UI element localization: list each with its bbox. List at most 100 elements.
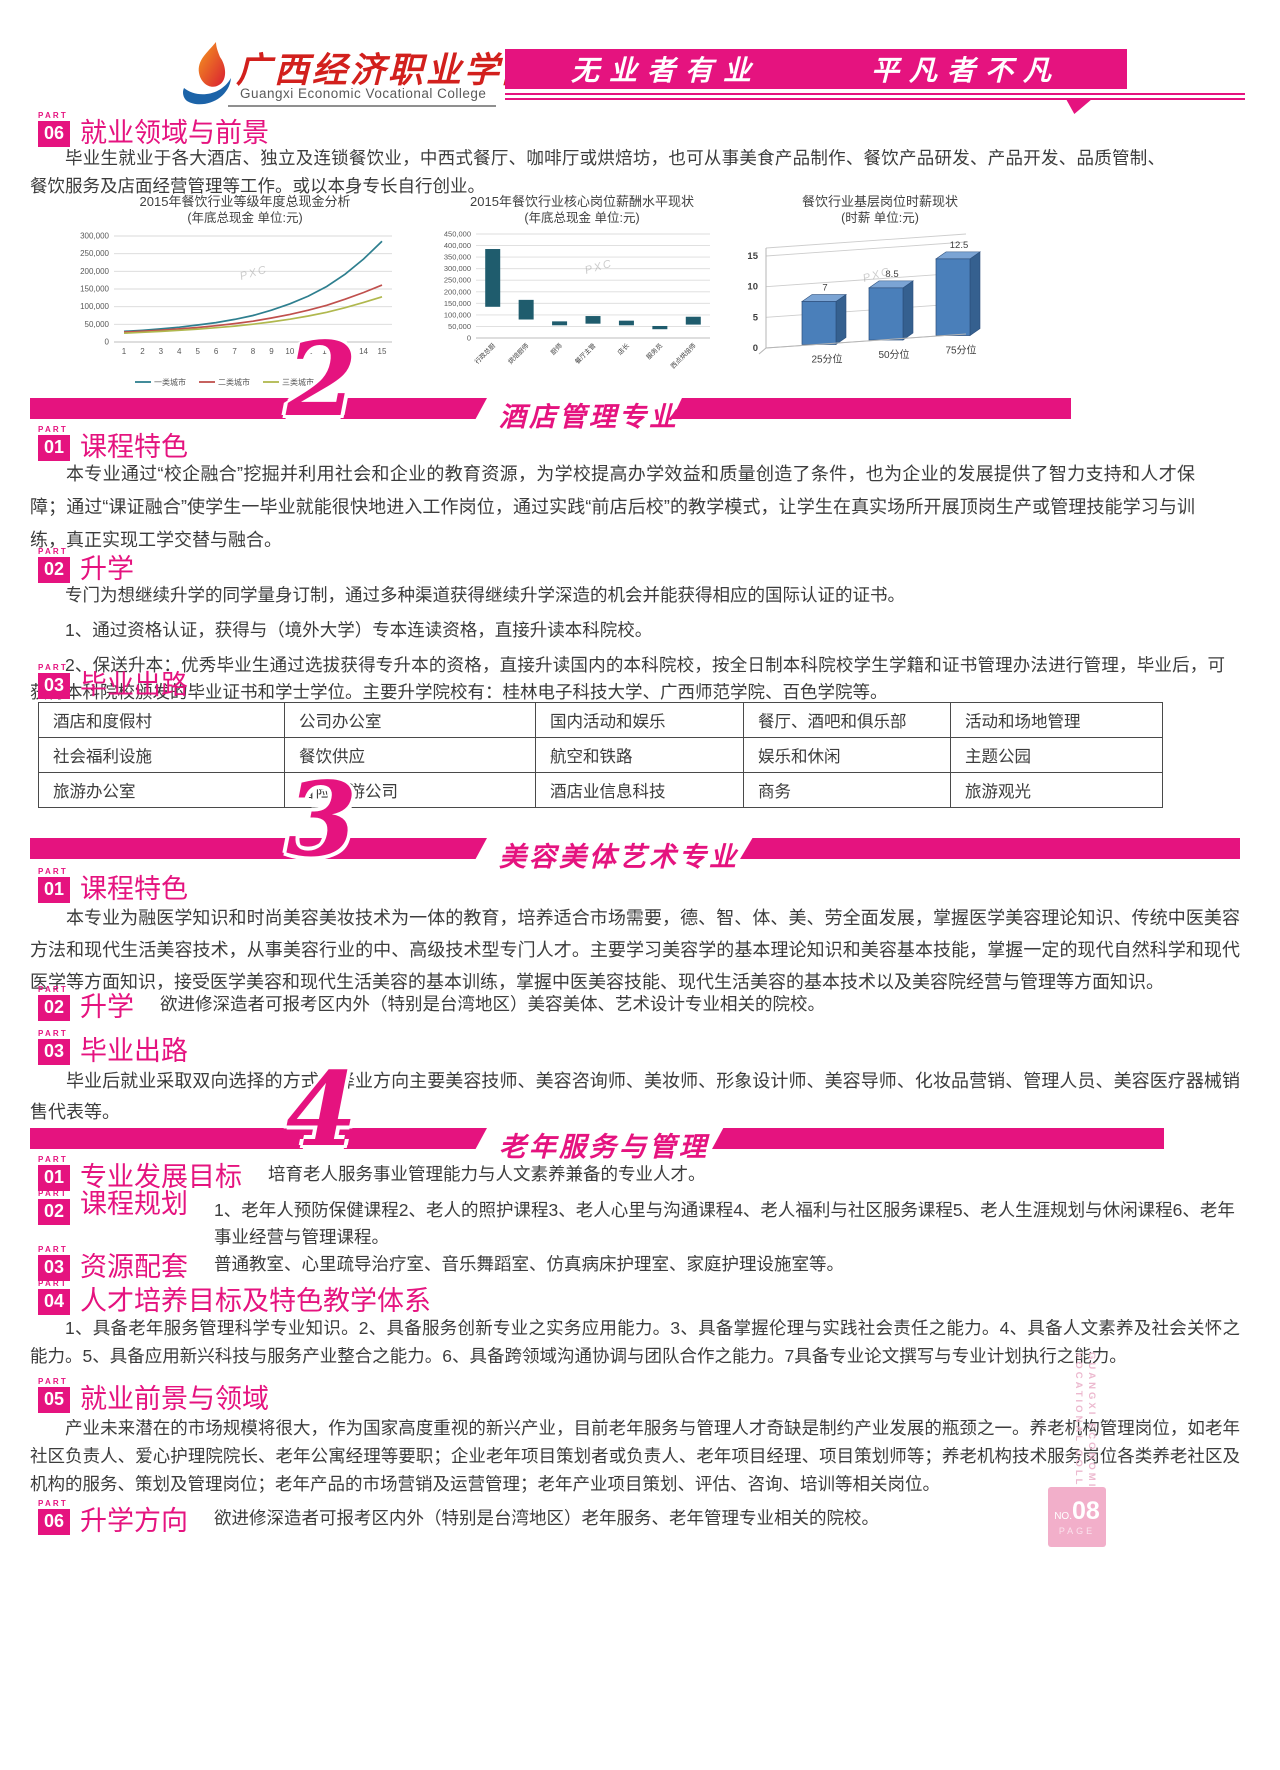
part-number: 02 bbox=[38, 557, 70, 583]
elder-s4-body: 1、具备老年服务管理科学专业知识。2、具备服务创新专业之实务应用能力。3、具备掌… bbox=[30, 1318, 1240, 1366]
table-cell: 主题公园 bbox=[950, 737, 1163, 773]
svg-text:服务员: 服务员 bbox=[644, 341, 665, 362]
college-logo-icon bbox=[183, 42, 231, 105]
table-cell: 酒店和度假村 bbox=[38, 702, 285, 738]
svg-text:0: 0 bbox=[467, 334, 471, 343]
table-cell: 国内活动和娱乐 bbox=[535, 702, 744, 738]
svg-text:50,000: 50,000 bbox=[85, 320, 110, 329]
elder-s5-header: PART 05 就业前景与领域 bbox=[38, 1378, 269, 1413]
elder-s3-inline: 普通教室、心里疏导治疗室、音乐舞蹈室、仿真病床护理室、家庭护理设施室等。 bbox=[214, 1254, 844, 1274]
svg-text:(年底总现金 单位:元): (年底总现金 单位:元) bbox=[187, 210, 302, 225]
logo-underline bbox=[228, 105, 496, 107]
table-cell: 航空和铁路 bbox=[535, 737, 744, 773]
hotel-s2-line: 2、保送升本：优秀毕业生通过选拔获得专升本的资格，直接升读国内的本科院校，按全日… bbox=[30, 655, 1225, 702]
svg-text:250,000: 250,000 bbox=[80, 249, 109, 258]
side-vertical-college-name: GUANGXI ECONOMIC VOCATIONAL COLLEGE bbox=[1073, 1352, 1097, 1517]
svg-text:二类城市: 二类城市 bbox=[218, 377, 250, 387]
svg-text:15: 15 bbox=[747, 251, 758, 262]
banner-line-1 bbox=[505, 93, 1245, 95]
beauty-s2-header: PART 02 升学 欲进修深造者可报考区内外（特别是台湾地区）美容美体、艺术设… bbox=[38, 986, 825, 1021]
svg-text:烘焙厨师: 烘焙厨师 bbox=[506, 341, 531, 366]
part-number: 01 bbox=[38, 1165, 70, 1191]
hotel-s1-title: 课程特色 bbox=[80, 431, 188, 462]
svg-text:7: 7 bbox=[232, 347, 237, 356]
career-table: 酒店和度假村 公司办公室 国内活动和娱乐 餐厅、酒吧和俱乐部 活动和场地管理 社会福利设施… bbox=[38, 702, 1163, 808]
hotel-s2-title: 升学 bbox=[80, 553, 134, 584]
hotel-s2-body: 专门为想继续升学的同学量身订制，通过多种渠道获得继续升学深造的机会并能获得相应的… bbox=[30, 582, 1225, 714]
elder-s3-header: PART 03 资源配套 普通教室、心里疏导治疗室、音乐舞蹈室、仿真病床护理室、… bbox=[38, 1246, 844, 1281]
part-number: 02 bbox=[38, 995, 70, 1021]
hotel-s2-line: 1、通过资格认证，获得与（境外大学）专本连读资格，直接升读本科院校。 bbox=[65, 620, 653, 640]
elder-s6-header: PART 06 升学方向 欲进修深造者可报考区内外（特别是台湾地区）老年服务、老… bbox=[38, 1500, 879, 1535]
part-number: 06 bbox=[38, 1509, 70, 1535]
svg-text:10: 10 bbox=[747, 282, 758, 293]
svg-text:6: 6 bbox=[214, 347, 219, 356]
part-word: PART bbox=[38, 111, 68, 120]
elder-s6-title: 升学方向 bbox=[80, 1505, 188, 1536]
beauty-s1-body: 本专业为融医学知识和时尚美容美妆技术为一体的教育，培养适合市场需要，德、智、体、… bbox=[30, 908, 1240, 992]
elder-s2-header: PART 02 课程规划 1、老年人预防保健课程2、老人的照护课程3、老人心里与… bbox=[38, 1190, 1248, 1251]
table-cell: 旅游观光 bbox=[950, 772, 1163, 808]
ribbon-tail bbox=[1066, 99, 1092, 114]
svg-text:PXC: PXC bbox=[584, 257, 615, 276]
part-word: PART bbox=[38, 1279, 68, 1288]
elder-s5-title: 就业前景与领域 bbox=[80, 1383, 269, 1414]
section-employment-header: PART 06 就业领域与前景 bbox=[38, 112, 269, 147]
table-cell: 酒店业信息科技 bbox=[535, 772, 744, 808]
elder-s1-header: PART 01 专业发展目标 培育老人服务事业管理能力与人文素养兼备的专业人才。 bbox=[38, 1156, 706, 1191]
college-name-en: Guangxi Economic Vocational College bbox=[240, 86, 487, 101]
table-cell: 冒险旅游公司 bbox=[284, 772, 536, 808]
beauty-s1-header: PART 01 课程特色 bbox=[38, 868, 188, 903]
part-number: 06 bbox=[38, 121, 70, 147]
svg-text:75分位: 75分位 bbox=[945, 344, 976, 357]
table-cell: 餐厅、酒吧和俱乐部 bbox=[743, 702, 951, 738]
svg-text:50,000: 50,000 bbox=[448, 322, 471, 331]
beauty-s2-inline: 欲进修深造者可报考区内外（特别是台湾地区）美容美体、艺术设计专业相关的院校。 bbox=[160, 994, 825, 1014]
part-word: PART bbox=[38, 1377, 68, 1386]
svg-text:350,000: 350,000 bbox=[444, 253, 471, 262]
svg-text:300,000: 300,000 bbox=[444, 264, 471, 273]
svg-text:PXC: PXC bbox=[239, 263, 270, 282]
slogan-left: 无业者有业 bbox=[570, 54, 761, 87]
slogan-right: 平凡者不凡 bbox=[871, 54, 1062, 87]
svg-text:300,000: 300,000 bbox=[80, 232, 109, 241]
svg-text:5: 5 bbox=[753, 312, 759, 323]
section-number-4: 4 bbox=[286, 1050, 357, 1170]
elder-s2-inline: 1、老年人预防保健课程2、老人的照护课程3、老人心里与沟通课程4、老人福利与社区… bbox=[214, 1200, 1235, 1247]
part-word: PART bbox=[38, 985, 68, 994]
svg-text:0: 0 bbox=[753, 343, 758, 354]
elder-s5-body: 产业未来潜在的市场规模将很大，作为国家高度重视的新兴产业，目前老年服务与管理人才… bbox=[30, 1418, 1240, 1494]
svg-text:12: 12 bbox=[322, 347, 331, 356]
banner-line-2 bbox=[505, 98, 1245, 100]
svg-text:25分位: 25分位 bbox=[811, 352, 842, 365]
svg-text:200,000: 200,000 bbox=[80, 267, 109, 276]
svg-text:450,000: 450,000 bbox=[444, 230, 471, 239]
table-cell: 商务 bbox=[743, 772, 951, 808]
svg-text:餐厅主管: 餐厅主管 bbox=[573, 341, 598, 366]
table-row: 酒店和度假村 公司办公室 国内活动和娱乐 餐厅、酒吧和俱乐部 活动和场地管理 bbox=[38, 702, 1163, 738]
part-word: PART bbox=[38, 425, 68, 434]
page-word: PAGE bbox=[1058, 1525, 1096, 1536]
svg-text:100,000: 100,000 bbox=[444, 310, 471, 319]
section-number-2: 2 bbox=[286, 320, 357, 440]
svg-text:(年底总现金 单位:元): (年底总现金 单位:元) bbox=[524, 210, 639, 225]
table-cell: 活动和场地管理 bbox=[950, 702, 1163, 738]
svg-text:11: 11 bbox=[304, 347, 313, 356]
divider-bar-left bbox=[30, 838, 487, 859]
college-name-cn: 广西经济职业学院 bbox=[236, 50, 541, 91]
svg-text:400,000: 400,000 bbox=[444, 241, 471, 250]
table-cell: 社会福利设施 bbox=[38, 737, 285, 773]
beauty-s3-body: 毕业后就业采取双向选择的方式，择业方向主要美容技师、美容咨询师、美妆师、形象设计… bbox=[30, 1071, 1240, 1122]
hotel-s1-body: 本专业通过“校企融合”挖掘并利用社会和企业的教育资源，为学校提高办学效益和质量创… bbox=[30, 464, 1195, 550]
table-cell: 餐饮供应 bbox=[284, 737, 536, 773]
section-title-hotel: 酒店管理专业 bbox=[499, 402, 679, 432]
page-no-label: NO. bbox=[1054, 1510, 1072, 1522]
divider-bar-right bbox=[672, 398, 1071, 419]
svg-text:12.5: 12.5 bbox=[950, 240, 969, 251]
part-word: PART bbox=[38, 1189, 68, 1198]
part-number: 03 bbox=[38, 673, 70, 699]
elder-s3-title: 资源配套 bbox=[80, 1251, 188, 1282]
part-word: PART bbox=[38, 1499, 68, 1508]
hotel-s2-header: PART 02 升学 bbox=[38, 548, 134, 583]
elder-s2-title: 课程规划 bbox=[80, 1189, 188, 1219]
